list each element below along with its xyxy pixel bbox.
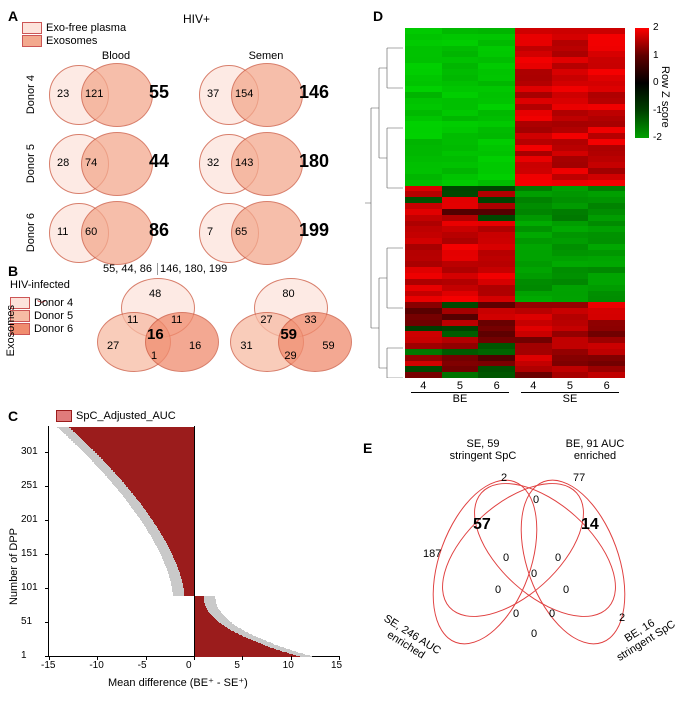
panel-b-venns: 48 11 11 16 27 1 16 80 27 33 59 31 29 59 [93, 278, 356, 386]
panel-a-grid: Blood Semen Donor 4 23 121 55 37 154 146… [25, 50, 351, 269]
panel-c: C SpC_Adjusted_AUC 151101151201251301-15… [8, 408, 348, 698]
venn2-blood: 23 121 55 [41, 62, 191, 127]
swatch-exosomes [22, 35, 42, 47]
heatmap-groups: BE SE [405, 392, 625, 405]
chart-c: 151101151201251301-15-10-5051015 [48, 426, 339, 657]
heatmap-cols: 4 5 6 4 5 6 [405, 380, 625, 392]
col-blood: Blood [41, 50, 191, 62]
venn3-left: 48 11 11 16 27 1 16 [93, 278, 223, 383]
panel-a: A Exo-free plasma Exosomes HIV+ Blood Se… [8, 8, 358, 258]
venn2-blood: 11 60 86 [41, 200, 191, 265]
legend-swatch [56, 410, 72, 422]
venn2-semen: 7 65 199 [191, 200, 351, 265]
venn3-right: 80 27 33 59 31 29 59 [226, 278, 356, 383]
panel-d: D 4 5 6 4 5 6 BE SE 210-1-2 Row Z score [363, 8, 688, 408]
legend-text: SpC_Adjusted_AUC [76, 410, 176, 422]
legend-label: Exo-free plasma [46, 22, 126, 34]
swatch-exo-free [22, 22, 42, 34]
colorbar-label: Row Z score [659, 66, 671, 128]
legend-exo-free: Exo-free plasma [22, 22, 126, 34]
figure-root: A Exo-free plasma Exosomes HIV+ Blood Se… [8, 8, 687, 708]
ylabel: Number of DPP [8, 528, 20, 605]
donor-label: Donor 4 [25, 75, 39, 114]
venn2-semen: 32 143 180 [191, 131, 351, 196]
legend-exosomes: Exosomes [22, 35, 126, 47]
venn4: SE, 59 stringent SpC BE, 91 AUC enriched… [383, 456, 673, 676]
panel-a-label: A [8, 8, 18, 24]
xlabel: Mean difference (BE⁺ - SE⁺) [108, 676, 248, 689]
panel-c-legend: SpC_Adjusted_AUC [56, 410, 176, 422]
col-semen: Semen [191, 50, 341, 62]
panel-b-header: 55, 44, 86 146, 180, 199 [103, 263, 227, 275]
dendrogram-icon [363, 28, 403, 378]
header-left: 55, 44, 86 [103, 263, 152, 275]
panel-a-title: HIV+ [183, 12, 210, 26]
panel-e: E SE, 59 stringent SpC BE, 91 AUC enrich… [363, 428, 683, 698]
venn2-semen: 37 154 146 [191, 62, 351, 127]
panel-b-label: B [8, 263, 18, 279]
panel-d-label: D [373, 8, 383, 24]
venn2-blood: 28 74 44 [41, 131, 191, 196]
legend-label: Exosomes [46, 35, 97, 47]
donor-label: Donor 6 [25, 213, 39, 252]
panel-e-label: E [363, 440, 372, 456]
panel-b: B HIV-infected ⏟ Donor 4Donor 5Donor 6 E… [8, 263, 358, 393]
donor-label: Donor 5 [25, 144, 39, 183]
colorbar [635, 28, 649, 138]
header-right: 146, 180, 199 [160, 263, 227, 275]
heatmap [405, 28, 625, 378]
exosomes-vlabel: Exosomes [5, 305, 17, 356]
panel-b-legend: HIV-infected ⏟ Donor 4Donor 5Donor 6 [10, 279, 73, 336]
panel-a-legend: Exo-free plasma Exosomes [22, 22, 126, 48]
panel-c-label: C [8, 408, 18, 424]
